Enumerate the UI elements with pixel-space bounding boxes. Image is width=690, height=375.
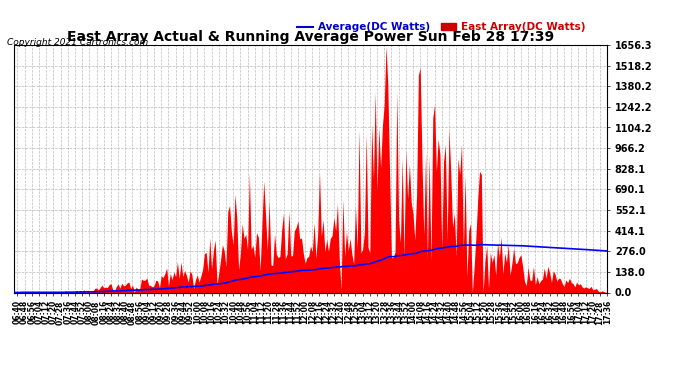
Title: East Array Actual & Running Average Power Sun Feb 28 17:39: East Array Actual & Running Average Powe… (67, 30, 554, 44)
Text: Copyright 2021 Cartronics.com: Copyright 2021 Cartronics.com (7, 38, 148, 47)
Legend: Average(DC Watts), East Array(DC Watts): Average(DC Watts), East Array(DC Watts) (293, 18, 590, 36)
